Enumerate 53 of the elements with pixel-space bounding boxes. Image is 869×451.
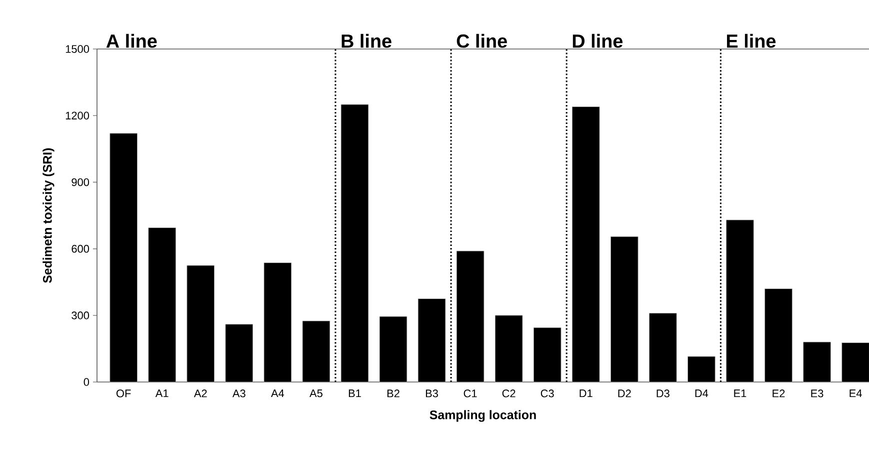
bar	[726, 220, 754, 382]
x-tick-label: A2	[194, 390, 207, 398]
y-tick-label: 300	[72, 312, 90, 320]
bar	[533, 327, 562, 382]
text: C line	[456, 34, 507, 48]
y-tick-label: 0	[84, 378, 90, 386]
bar	[764, 288, 792, 382]
text: B line	[342, 34, 392, 48]
bar	[264, 262, 292, 382]
text: D line	[572, 34, 623, 48]
bar	[225, 324, 254, 382]
x-tick-label: B3	[426, 390, 438, 398]
y-axis-title: Sedimetn toxicity (SRI)	[42, 148, 54, 283]
x-tick-label: C2	[502, 390, 516, 398]
bar	[302, 320, 330, 382]
x-tick-label: D1	[580, 390, 592, 398]
bar	[688, 356, 716, 382]
y-tick-label: 1500	[66, 45, 90, 53]
y-tick-label: 900	[72, 178, 90, 186]
x-tick-label: D2	[618, 390, 631, 398]
text: E line	[727, 34, 776, 48]
x-tick-label: A4	[270, 390, 284, 398]
text: A line	[106, 34, 157, 48]
x-tick-label: OF	[116, 390, 131, 398]
bar	[186, 265, 215, 382]
bar	[649, 312, 677, 382]
x-tick-label: D4	[695, 390, 708, 398]
x-tick-label: B1	[348, 390, 361, 398]
x-tick-label: E1	[734, 390, 746, 398]
bar	[803, 342, 831, 382]
x-tick-label: E3	[811, 390, 824, 398]
x-tick-label: C1	[464, 390, 477, 398]
y-tick-label: 1200	[66, 112, 90, 120]
bar	[572, 106, 600, 382]
x-tick-label: A3	[232, 390, 246, 398]
bar	[610, 236, 638, 382]
bar	[494, 315, 523, 382]
x-tick-label: C3	[540, 390, 554, 398]
x-tick-label: B2	[387, 390, 400, 398]
x-tick-label: A5	[310, 390, 322, 398]
x-tick-label: D3	[656, 390, 670, 398]
bar	[456, 250, 484, 382]
bar	[148, 228, 176, 382]
bar	[110, 133, 138, 382]
x-axis-title: Sampling location	[430, 410, 536, 422]
bar	[379, 316, 408, 382]
x-tick-label: E4	[850, 390, 862, 398]
bar	[842, 342, 869, 382]
x-tick-label: E2	[772, 390, 785, 398]
bar	[340, 104, 369, 382]
y-tick-label: 600	[72, 244, 90, 253]
x-tick-label: A1	[155, 390, 168, 398]
bar	[418, 298, 446, 382]
